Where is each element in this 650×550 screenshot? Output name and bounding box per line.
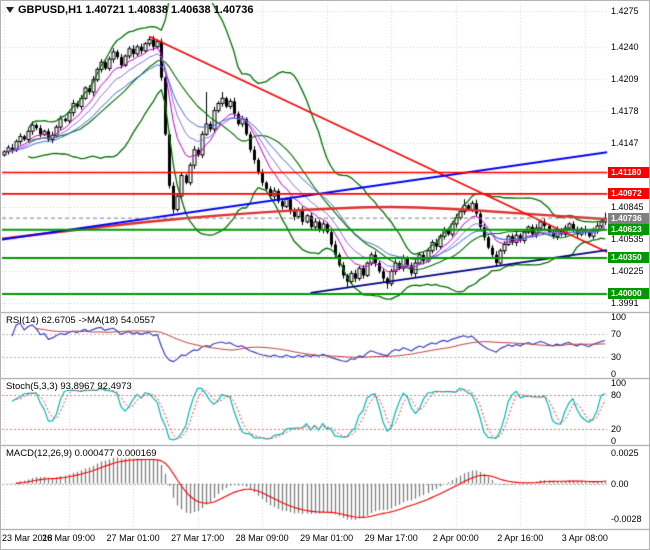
trading-chart-window: GBPUSD,H1 1.40721 1.40838 1.40638 1.4073… [0, 0, 650, 550]
chart-canvas[interactable] [1, 1, 649, 549]
